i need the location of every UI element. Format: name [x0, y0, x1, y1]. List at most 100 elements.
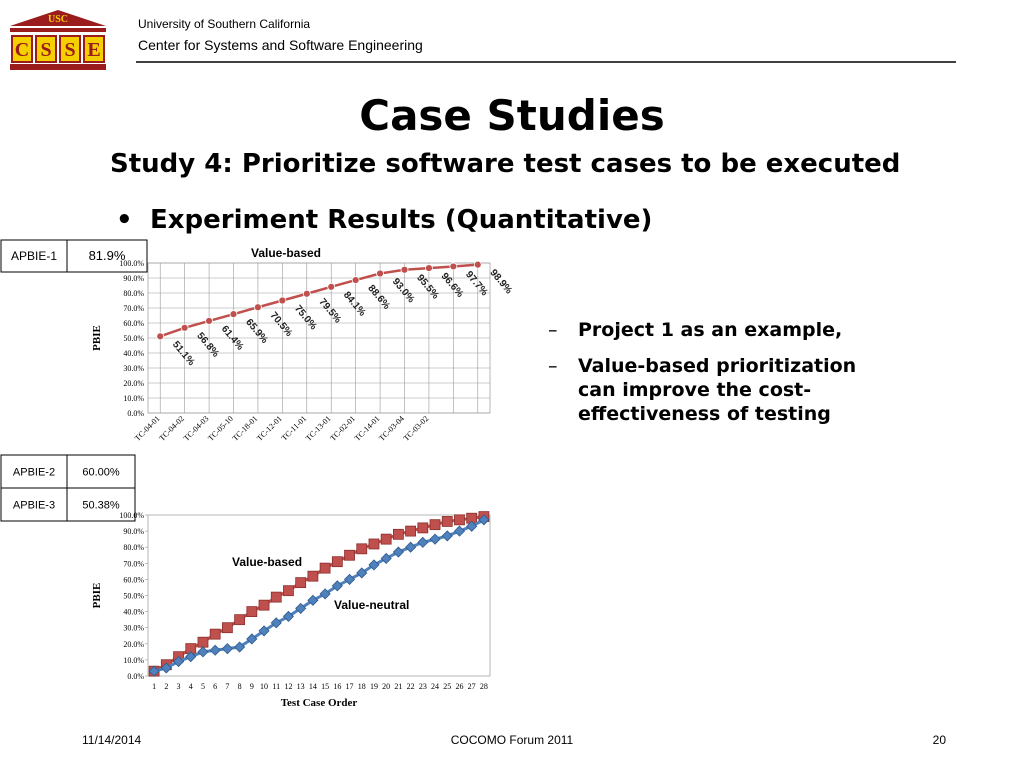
x-tick-label: TC-05-10 — [206, 414, 235, 443]
marker — [473, 260, 482, 269]
table-cell — [0, 487, 68, 522]
marker — [453, 525, 466, 537]
x-tick-label: 21 — [394, 682, 402, 691]
x-tick-label: 1 — [152, 682, 156, 691]
logo-top: USC — [48, 14, 68, 25]
table-cell — [66, 239, 148, 273]
marker — [368, 559, 380, 571]
logo-letter: S — [64, 39, 75, 61]
x-tick-label: TC-04-03 — [182, 414, 211, 443]
subtitle: Study 4: Prioritize software test cases … — [110, 149, 900, 179]
marker — [270, 591, 282, 603]
x-tick-label: 6 — [213, 682, 217, 691]
x-tick-label: 24 — [431, 682, 439, 691]
data-label: 96.6% — [439, 271, 466, 300]
marker — [278, 296, 287, 305]
y-tick-label: 80.0% — [123, 543, 144, 552]
marker — [221, 622, 233, 634]
logo-letter: E — [87, 39, 100, 61]
logo-bar — [10, 28, 106, 32]
marker — [405, 541, 417, 553]
data-label: 65.9% — [243, 317, 270, 346]
logo-letter: S — [40, 39, 51, 61]
bullet: Experiment Results (Quantitative) — [150, 205, 652, 235]
charts: 0.0%10.0%20.0%30.0%40.0%50.0%60.0%70.0%8… — [91, 246, 514, 709]
footer-date: 11/14/2014 — [82, 733, 141, 747]
logo-box — [83, 35, 105, 63]
logo-box — [11, 35, 33, 63]
marker — [319, 588, 331, 600]
marker — [417, 522, 429, 534]
marker — [221, 643, 233, 655]
data-label: 56.8% — [194, 331, 221, 360]
table-label: APBIE-1 — [11, 249, 57, 263]
x-tick-label: 10 — [260, 682, 268, 691]
logo-roof — [10, 10, 106, 26]
x-tick-label: 23 — [419, 682, 427, 691]
marker — [295, 577, 307, 589]
marker — [380, 533, 392, 545]
marker — [282, 610, 295, 622]
x-tick-label: TC-04-01 — [133, 414, 162, 443]
y-tick-label: 90.0% — [123, 274, 144, 283]
y-tick-label: 10.0% — [123, 656, 144, 665]
x-tick-label: TC-04-02 — [157, 414, 186, 443]
x-tick-label: TC-11-01 — [280, 414, 308, 442]
x-tick-label: 5 — [201, 682, 205, 691]
marker — [302, 289, 311, 298]
marker — [209, 628, 221, 640]
y-tick-label: 50.0% — [123, 334, 144, 343]
sub-bullets: Project 1 as an example, Value-based pri… — [548, 318, 898, 438]
marker — [351, 276, 360, 285]
marker — [466, 520, 478, 532]
marker — [148, 665, 160, 677]
table-value: 81.9% — [89, 248, 126, 263]
y-axis-label: PBIE — [91, 325, 103, 351]
marker — [185, 651, 197, 663]
marker — [234, 614, 246, 626]
logo-box — [59, 35, 81, 63]
marker — [205, 316, 213, 325]
marker — [331, 580, 343, 592]
marker — [258, 599, 270, 611]
marker — [307, 594, 319, 606]
data-label: 98.9% — [487, 268, 514, 297]
marker — [209, 644, 221, 656]
data-label: 70.5% — [268, 310, 295, 339]
y-tick-label: 20.0% — [123, 379, 144, 388]
marker — [344, 549, 355, 561]
sub-bullet: Value-based prioritization can improve t… — [548, 354, 898, 426]
x-tick-label: 11 — [272, 682, 280, 691]
tables: APBIE-1 81.9% APBIE-2 60.00% APBIE-3 50.38% — [0, 239, 148, 522]
logo-letter: C — [15, 39, 29, 61]
footer-event: COCOMO Forum 2011 — [451, 733, 574, 747]
x-tick-label: 8 — [238, 682, 242, 691]
x-tick-label: TC-18-01 — [231, 414, 260, 443]
x-tick-label: 27 — [468, 682, 476, 691]
marker — [246, 633, 258, 645]
marker — [400, 265, 409, 274]
data-label: 75.0% — [292, 303, 319, 332]
x-tick-label: 9 — [250, 682, 254, 691]
sub-bullet: Project 1 as an example, — [548, 318, 898, 342]
marker — [417, 536, 429, 548]
chart-title: Value-based — [251, 246, 321, 260]
y-tick-label: 30.0% — [123, 364, 144, 373]
table-cell — [66, 454, 136, 489]
marker — [327, 282, 336, 291]
series-label: Value-neutral — [334, 598, 409, 612]
data-label: 84.1% — [341, 290, 368, 319]
x-tick-label: 22 — [407, 682, 415, 691]
marker — [270, 617, 282, 629]
x-axis-label: Test Case Order — [281, 697, 358, 709]
x-tick-label: 3 — [177, 682, 181, 691]
data-label: 79.5% — [316, 297, 343, 326]
marker — [478, 514, 490, 526]
marker — [425, 264, 433, 273]
marker — [234, 641, 246, 653]
table-label: APBIE-3 — [13, 500, 55, 512]
y-tick-label: 10.0% — [123, 394, 144, 403]
marker — [356, 567, 368, 579]
marker — [197, 636, 209, 648]
